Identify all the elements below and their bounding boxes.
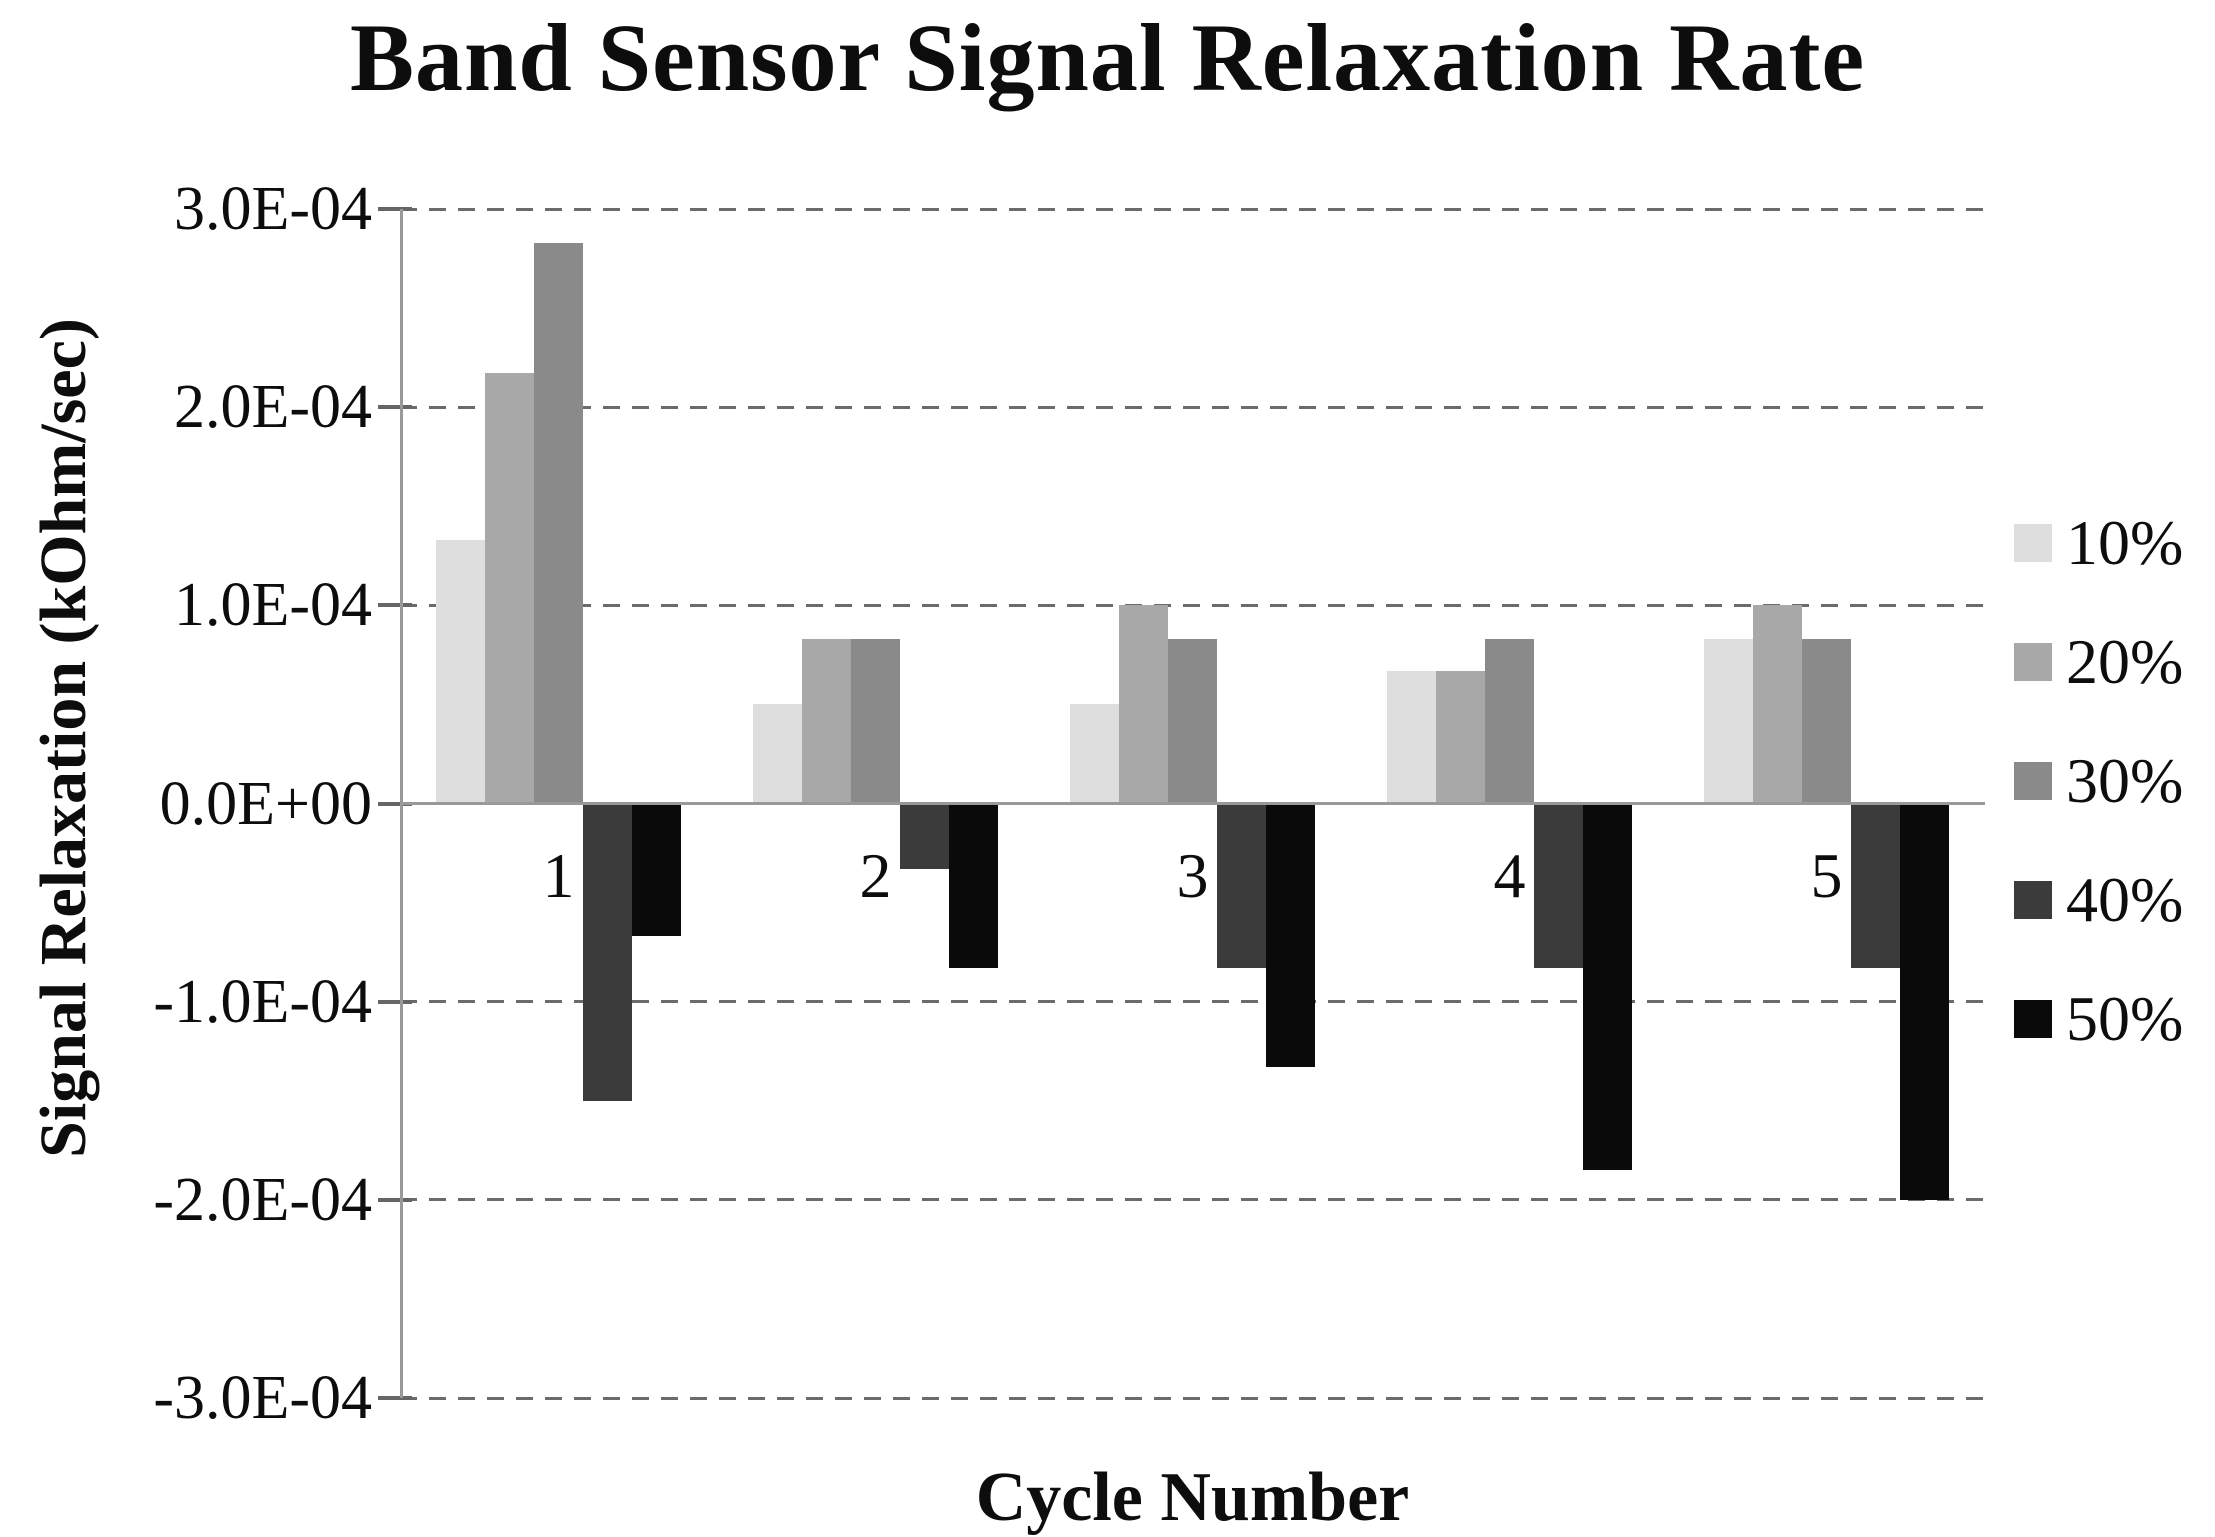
bar-10%-cycle-1 — [436, 539, 485, 804]
category-label: 4 — [1493, 839, 1526, 911]
legend-item-40%: 40% — [2014, 864, 2184, 935]
bar-40%-cycle-3 — [1217, 803, 1266, 968]
bar-50%-cycle-1 — [632, 803, 681, 937]
bar-40%-cycle-1 — [583, 803, 632, 1101]
legend-label: 50% — [2066, 983, 2184, 1054]
bar-20%-cycle-4 — [1436, 670, 1485, 804]
gridline — [400, 1198, 1985, 1202]
category-label: 3 — [1176, 839, 1209, 911]
y-tick-mark — [378, 603, 412, 608]
y-tick-label: 0.0E+00 — [159, 769, 372, 838]
bar-10%-cycle-4 — [1387, 670, 1436, 804]
y-tick-label: -2.0E-04 — [153, 1165, 372, 1234]
bar-40%-cycle-2 — [900, 803, 949, 869]
chart-title: Band Sensor Signal Relaxation Rate — [349, 4, 1866, 111]
bar-30%-cycle-1 — [534, 242, 583, 804]
legend-item-30%: 30% — [2014, 745, 2184, 816]
bar-30%-cycle-3 — [1168, 639, 1217, 804]
y-tick-label: 1.0E-04 — [173, 571, 372, 640]
legend-swatch-icon — [2014, 643, 2052, 681]
legend-swatch-icon — [2014, 524, 2052, 562]
bar-10%-cycle-3 — [1070, 704, 1119, 804]
category-label: 2 — [859, 839, 892, 911]
bar-20%-cycle-3 — [1119, 605, 1168, 804]
legend-label: 40% — [2066, 864, 2184, 935]
bar-10%-cycle-5 — [1704, 639, 1753, 804]
gridline — [400, 1396, 1985, 1400]
bar-50%-cycle-3 — [1266, 803, 1315, 1068]
bar-50%-cycle-5 — [1900, 803, 1949, 1200]
y-tick-mark — [378, 405, 412, 410]
y-tick-mark — [378, 999, 412, 1004]
legend-swatch-icon — [2014, 762, 2052, 800]
y-tick-mark — [378, 207, 412, 211]
y-tick-label: 3.0E-04 — [173, 175, 372, 243]
legend-label: 30% — [2066, 745, 2184, 816]
bar-30%-cycle-4 — [1485, 639, 1534, 804]
legend-label: 10% — [2066, 507, 2184, 578]
bar-30%-cycle-5 — [1802, 639, 1851, 804]
legend-swatch-icon — [2014, 881, 2052, 919]
gridline — [400, 603, 1985, 607]
bar-20%-cycle-5 — [1753, 605, 1802, 804]
legend: 10% 20% 30% 40% 50% — [2014, 507, 2184, 1054]
bar-10%-cycle-2 — [753, 704, 802, 804]
x-axis-title: Cycle Number — [975, 1459, 1410, 1536]
legend-item-10%: 10% — [2014, 507, 2184, 578]
y-tick-label: -1.0E-04 — [153, 967, 372, 1036]
bar-40%-cycle-4 — [1534, 803, 1583, 968]
bar-50%-cycle-4 — [1583, 803, 1632, 1171]
y-tick-label: -3.0E-04 — [153, 1364, 372, 1432]
plot-area: 1 2 3 4 5 — [400, 207, 1985, 1400]
bar-50%-cycle-2 — [949, 803, 998, 968]
legend-item-20%: 20% — [2014, 626, 2184, 697]
category-label: 1 — [542, 839, 575, 911]
bar-40%-cycle-5 — [1851, 803, 1900, 968]
x-axis-zero-line — [400, 802, 1985, 805]
bar-20%-cycle-2 — [802, 639, 851, 804]
bar-20%-cycle-1 — [485, 373, 534, 804]
bar-30%-cycle-2 — [851, 639, 900, 804]
y-tick-mark — [378, 1396, 412, 1400]
category-label: 5 — [1810, 839, 1843, 911]
gridline — [400, 207, 1985, 211]
y-tick-mark — [378, 801, 412, 806]
legend-item-50%: 50% — [2014, 983, 2184, 1054]
gridline — [400, 405, 1985, 409]
y-tick-mark — [378, 1197, 412, 1202]
legend-label: 20% — [2066, 626, 2184, 697]
y-tick-label: 2.0E-04 — [173, 373, 372, 442]
legend-swatch-icon — [2014, 1000, 2052, 1038]
gridline — [400, 1000, 1985, 1004]
